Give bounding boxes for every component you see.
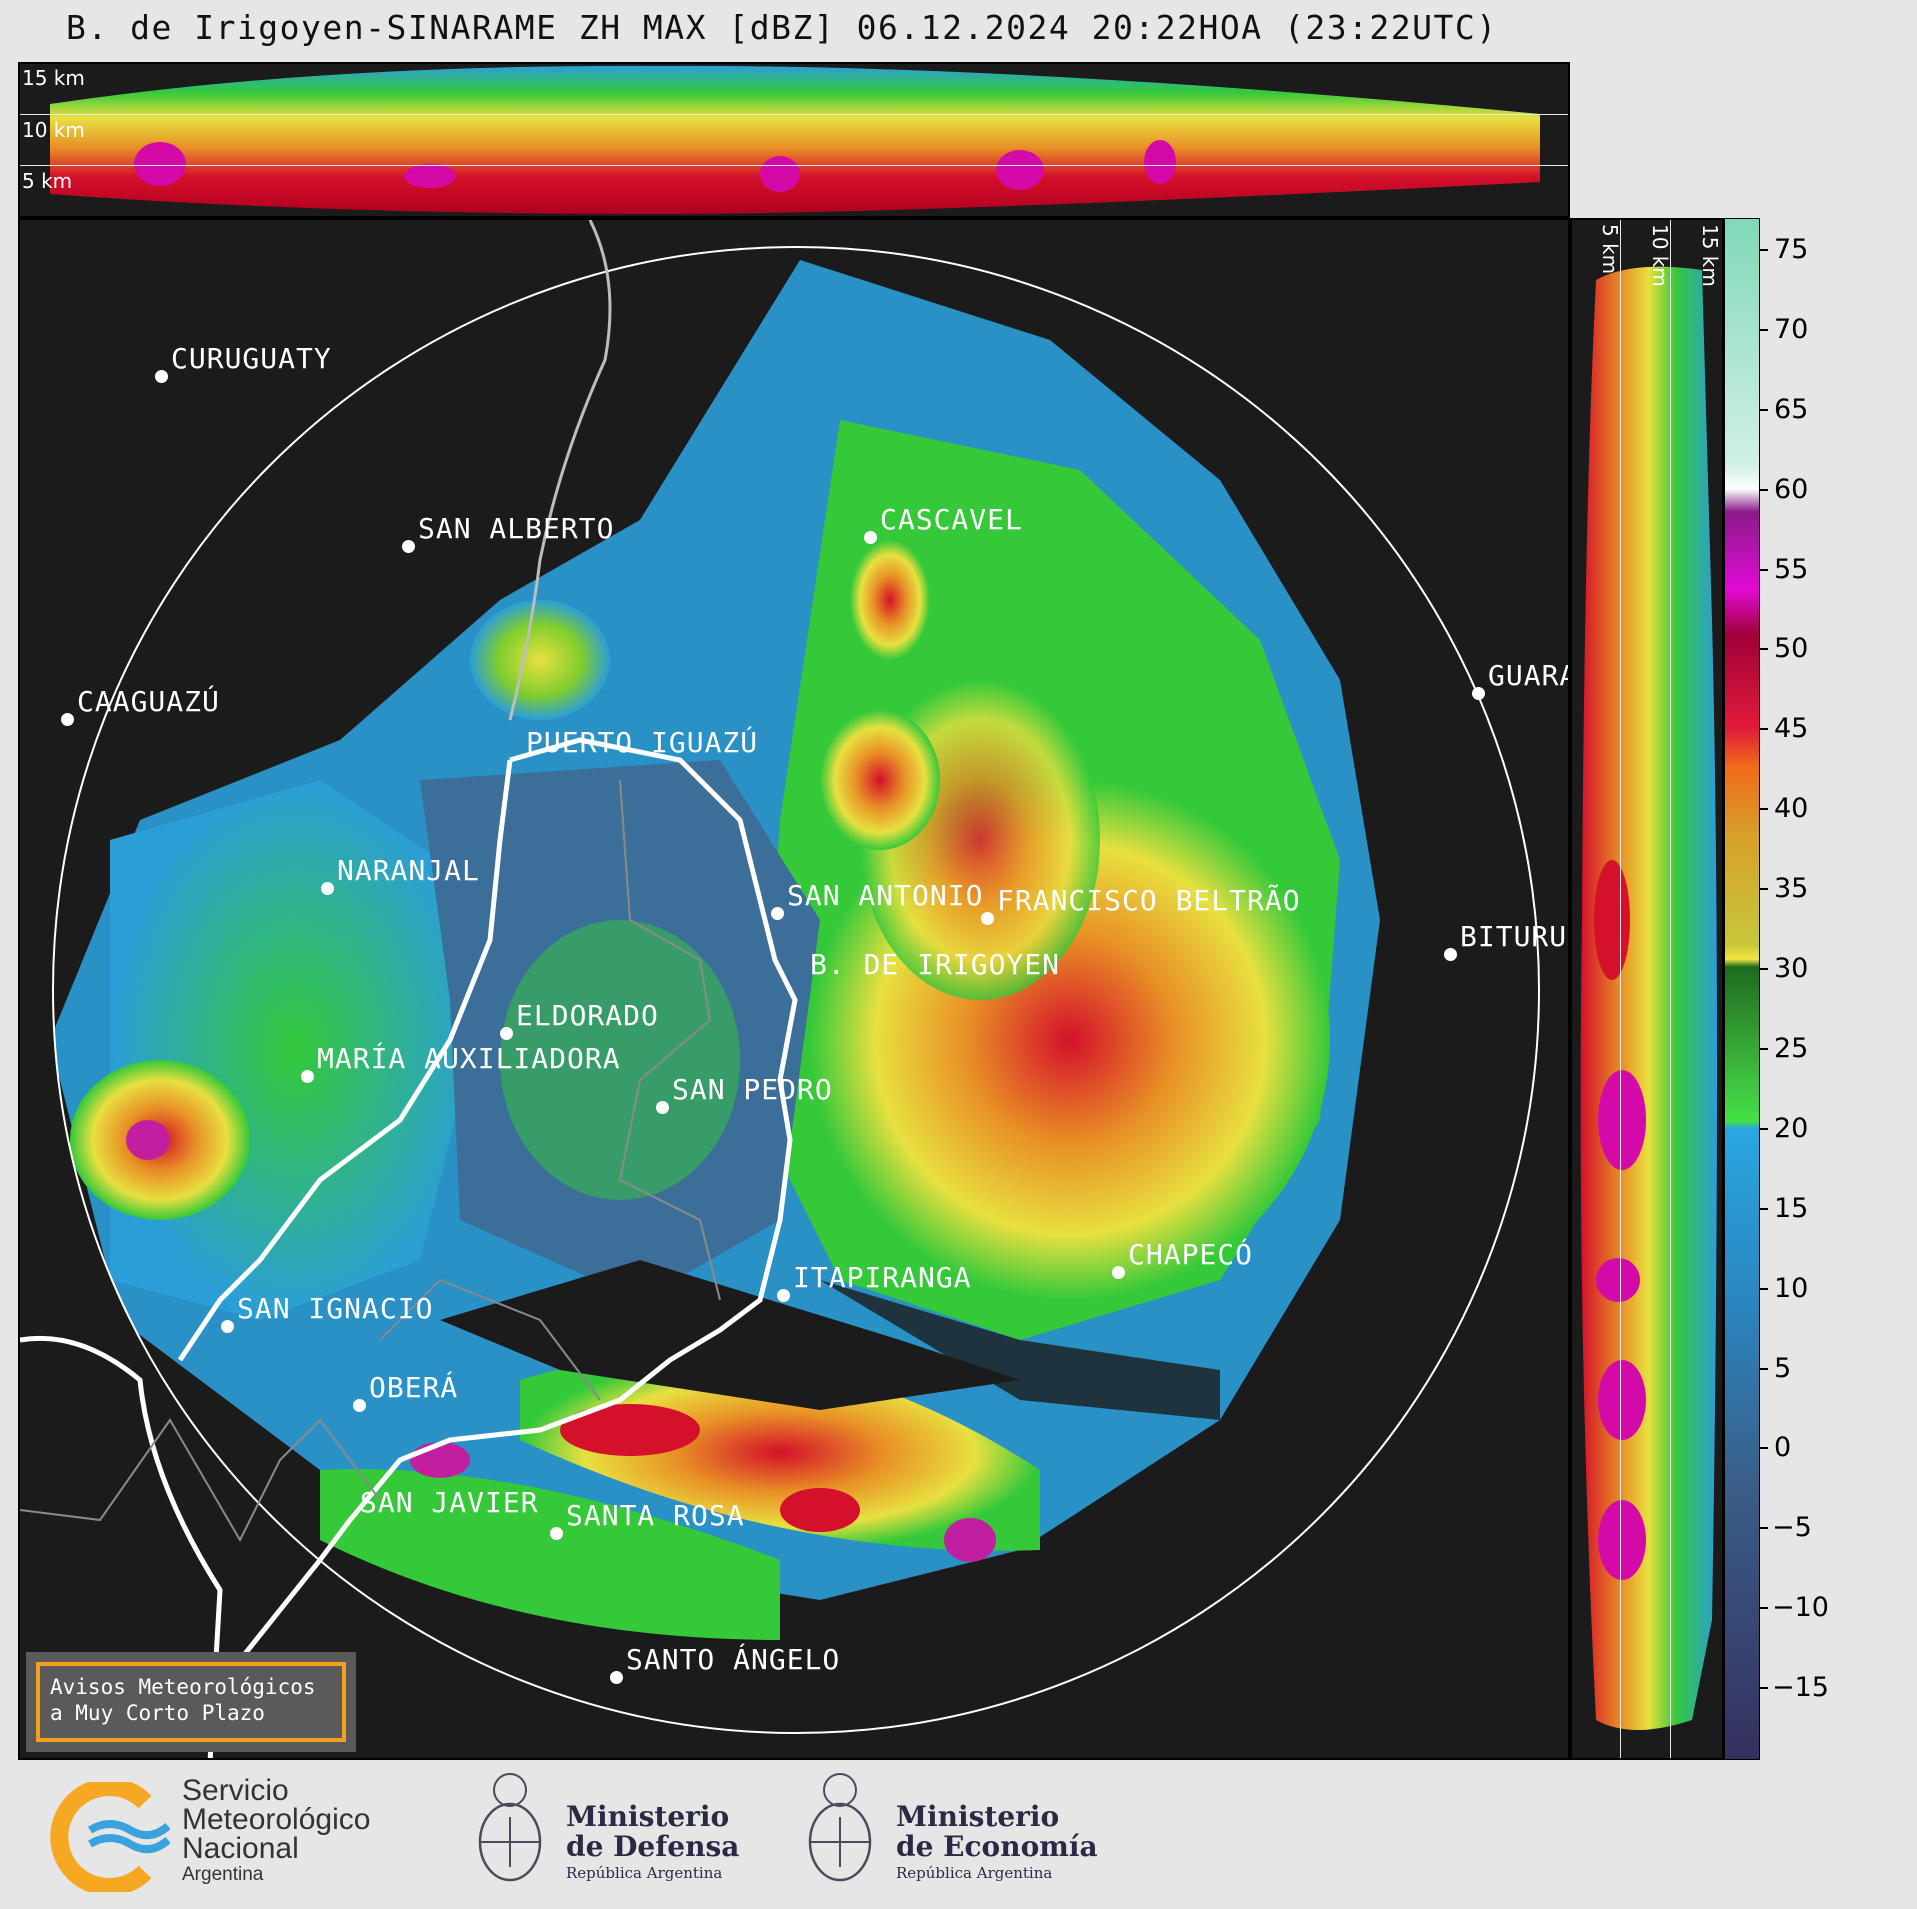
colorbar-tick-label: 30	[1774, 953, 1809, 985]
colorbar-tick-label: 75	[1774, 233, 1809, 265]
notice-line-1: Avisos Meteorológicos	[50, 1675, 316, 1699]
city-marker-icon	[609, 1670, 623, 1684]
colorbar-tick-mark	[1760, 728, 1768, 731]
colorbar-tick-label: 65	[1774, 393, 1809, 425]
right-cross-section-panel: 5 km 10 km 15 km	[1570, 218, 1724, 1760]
economia-coat-of-arms-icon	[800, 1762, 880, 1897]
colorbar-tick-label: 70	[1774, 313, 1809, 345]
colorbar-tick-mark	[1760, 328, 1768, 331]
colorbar-tick-label: 35	[1774, 873, 1809, 905]
city-marker-icon	[300, 1069, 314, 1083]
colorbar-tick-mark	[1760, 1287, 1768, 1290]
city-marker-icon	[352, 1398, 366, 1412]
height-label-10km: 10 km	[22, 118, 85, 142]
colorbar-tick-label: 45	[1774, 713, 1809, 745]
city-marker-icon	[770, 906, 784, 920]
city-marker-icon	[320, 881, 334, 895]
smn-name-line-3: Nacional	[182, 1832, 299, 1865]
city-marker-icon	[776, 1288, 790, 1302]
colorbar-tick-mark	[1760, 1207, 1768, 1210]
colorbar-tick-label: 25	[1774, 1032, 1809, 1064]
colorbar-tick-mark	[1760, 648, 1768, 651]
colorbar-tick-mark	[1760, 1127, 1768, 1130]
defensa-coat-of-arms-icon	[470, 1762, 550, 1897]
city-marker-icon	[499, 1026, 513, 1040]
footer-logos: Servicio Meteorológico Nacional Argentin…	[0, 1762, 1917, 1909]
height-label-5km-right: 5 km	[1598, 224, 1622, 275]
colorbar-tick-mark	[1760, 408, 1768, 411]
economia-line-1: Ministerio	[896, 1800, 1060, 1833]
height-label-5km: 5 km	[22, 169, 73, 193]
colorbar-tick-mark	[1760, 1447, 1768, 1450]
smn-name-line-4: Argentina	[182, 1864, 264, 1885]
dbz-colorbar	[1724, 218, 1760, 1760]
colorbar-tick-label: 20	[1774, 1112, 1809, 1144]
city-marker-icon	[1111, 1265, 1125, 1279]
colorbar-tick-mark	[1760, 968, 1768, 971]
colorbar-tick-label: 55	[1774, 553, 1809, 585]
defensa-line-1: Ministerio	[566, 1800, 730, 1833]
height-label-15km: 15 km	[22, 66, 85, 90]
radar-map-panel: CURUGUATY SAN ALBERTO CASCAVEL CAAGUAZÚ …	[18, 218, 1570, 1760]
colorbar-tick-label: 0	[1774, 1432, 1792, 1464]
radar-reflectivity-map	[20, 220, 1540, 1758]
colorbar-tick-label: 15	[1774, 1192, 1809, 1224]
colorbar-tick-mark	[1760, 488, 1768, 491]
colorbar-tick-label: 10	[1774, 1272, 1809, 1304]
city-marker-icon	[401, 539, 415, 553]
colorbar-tick-mark	[1760, 1687, 1768, 1690]
colorbar-tick-mark	[1760, 808, 1768, 811]
colorbar-tick-mark	[1760, 1047, 1768, 1050]
colorbar-tick-mark	[1760, 1527, 1768, 1530]
smn-emblem-icon	[50, 1782, 170, 1892]
colorbar-tick-mark	[1760, 1607, 1768, 1610]
colorbar-tick-mark	[1760, 1367, 1768, 1370]
smn-name-line-2: Meteorológico	[182, 1803, 371, 1836]
city-marker-icon	[980, 911, 994, 925]
warnings-notice-box: Avisos Meteorológicos a Muy Corto Plazo	[26, 1652, 356, 1752]
city-marker-icon	[60, 712, 74, 726]
top-cross-section-panel: 15 km 10 km 5 km	[18, 62, 1570, 218]
colorbar-tick-label: 50	[1774, 633, 1809, 665]
smn-logo	[50, 1782, 170, 1892]
top-cross-section-echo	[50, 65, 1540, 215]
colorbar-gradient	[1725, 219, 1759, 1759]
page-title: B. de Irigoyen-SINARAME ZH MAX [dBZ] 06.…	[66, 8, 1498, 47]
city-marker-icon	[863, 530, 877, 544]
city-marker-icon	[1443, 947, 1457, 961]
colorbar-tick-label: −10	[1772, 1592, 1829, 1624]
colorbar-tick-label: 40	[1774, 793, 1809, 825]
city-marker-icon	[220, 1319, 234, 1333]
city-marker-icon	[1471, 686, 1485, 700]
colorbar-tick-label: −15	[1772, 1672, 1829, 1704]
colorbar-tick-mark	[1760, 568, 1768, 571]
colorbar-tick-label: −5	[1772, 1512, 1812, 1544]
defensa-line-2: de Defensa	[566, 1830, 740, 1863]
right-cross-section-echo	[1580, 266, 1717, 1731]
economia-line-3: República Argentina	[896, 1864, 1053, 1882]
economia-line-2: de Economía	[896, 1830, 1098, 1863]
city-marker-icon	[655, 1100, 669, 1114]
defensa-line-3: República Argentina	[566, 1864, 723, 1882]
colorbar-tick-label: 5	[1774, 1352, 1792, 1384]
height-label-15km-right: 15 km	[1698, 224, 1722, 287]
city-marker-icon	[549, 1526, 563, 1540]
height-label-10km-right: 10 km	[1648, 224, 1672, 287]
colorbar-tick-label: 60	[1774, 473, 1809, 505]
smn-name-line-1: Servicio	[182, 1774, 289, 1807]
colorbar-tick-mark	[1760, 888, 1768, 891]
colorbar-tick-mark	[1760, 248, 1768, 251]
city-marker-icon	[154, 369, 168, 383]
notice-line-2: a Muy Corto Plazo	[50, 1701, 265, 1725]
